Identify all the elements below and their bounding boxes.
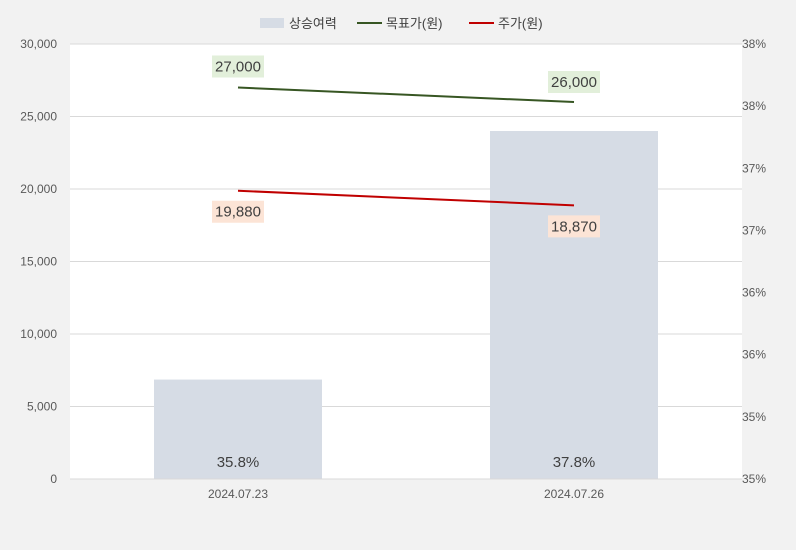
series-line [237, 86, 575, 103]
y-right-tick-label: 37% [742, 161, 766, 175]
y-left-tick-label: 20,000 [20, 182, 57, 196]
y-right-tick-label: 37% [742, 223, 766, 237]
y-right-tick-label: 36% [742, 286, 766, 300]
line-data-label-bg [212, 200, 264, 223]
line-data-label: 19,880 [215, 204, 261, 221]
y-left-tick-label: 25,000 [20, 110, 57, 124]
y-left-tick-label: 30,000 [20, 37, 57, 51]
line-data-label: 26,000 [551, 74, 597, 91]
legend-label: 주가(원) [498, 16, 543, 31]
legend-swatch [260, 18, 284, 28]
y-right-tick-label: 35% [742, 472, 766, 486]
x-tick-label: 2024.07.23 [208, 487, 268, 501]
legend-label: 상승여력 [289, 16, 337, 31]
y-left-tick-label: 5,000 [27, 400, 57, 414]
y-right-tick-label: 35% [742, 410, 766, 424]
y-right-tick-label: 36% [742, 348, 766, 362]
y-left-tick-label: 15,000 [20, 255, 57, 269]
line-data-label-bg [548, 71, 600, 93]
legend-label: 목표가(원) [386, 16, 443, 31]
bar [490, 131, 658, 479]
bar [154, 379, 322, 479]
line-data-label-bg [548, 215, 600, 238]
x-tick-label: 2024.07.26 [544, 487, 604, 501]
bar-data-label: 35.8% [217, 454, 260, 471]
line-data-label-bg [212, 55, 264, 78]
y-right-tick-label: 38% [742, 99, 766, 113]
series-line [237, 189, 575, 207]
line-data-label: 27,000 [215, 59, 261, 76]
y-right-tick-label: 38% [742, 37, 766, 51]
y-left-tick-label: 0 [50, 472, 57, 486]
y-left-tick-label: 10,000 [20, 327, 57, 341]
bar-data-label: 37.8% [553, 454, 596, 471]
line-data-label: 18,870 [551, 218, 597, 235]
